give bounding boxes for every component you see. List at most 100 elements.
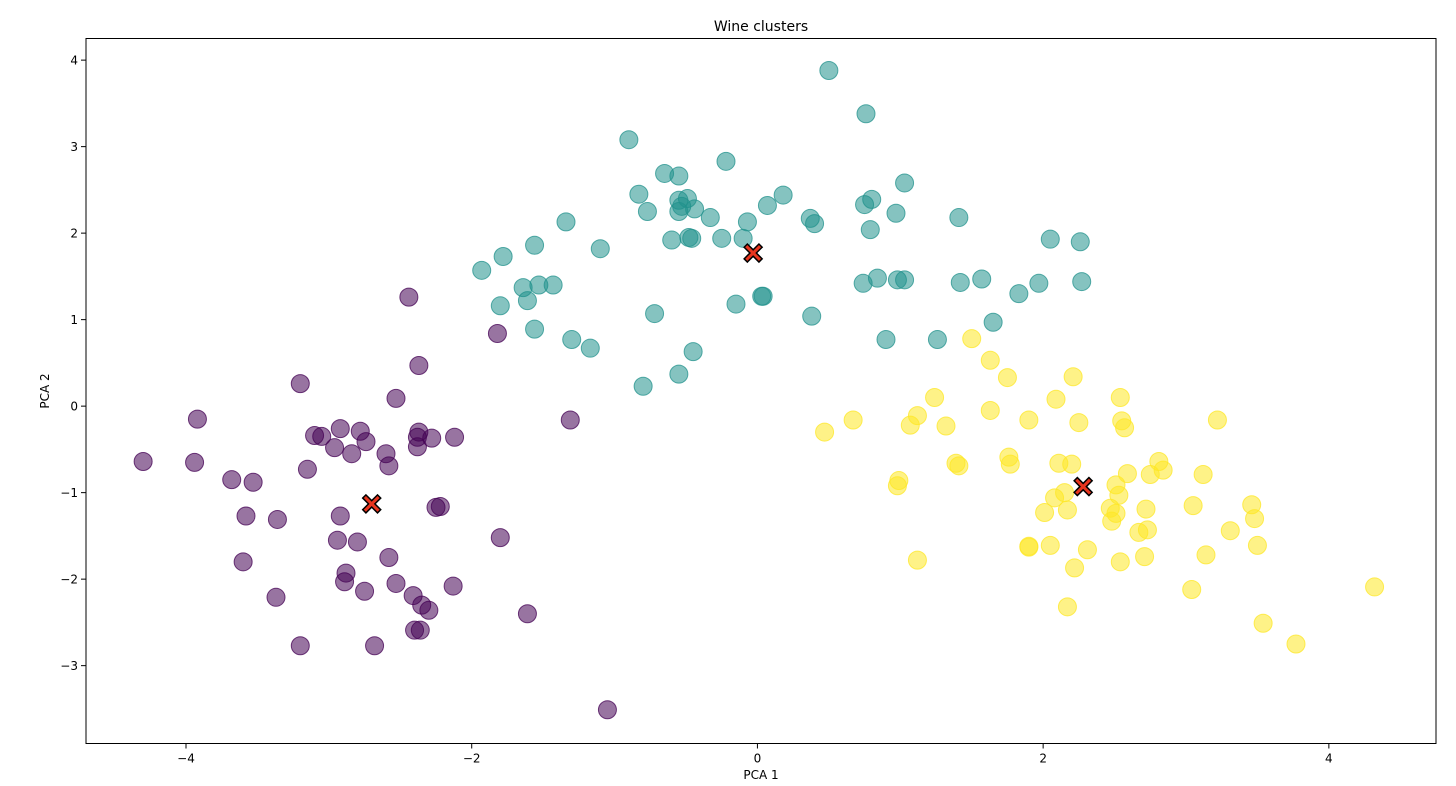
data-point <box>1063 367 1083 387</box>
data-point <box>543 275 563 295</box>
data-point <box>407 437 427 457</box>
data-point <box>233 552 253 572</box>
data-point <box>1109 485 1129 505</box>
y-tick-label: 4 <box>70 54 78 68</box>
data-point <box>843 410 863 430</box>
y-tick-label: 2 <box>70 227 78 241</box>
data-point <box>637 202 657 222</box>
data-point <box>1019 410 1039 430</box>
data-point <box>410 620 430 640</box>
data-point <box>1247 535 1267 555</box>
data-point <box>1245 509 1265 529</box>
data-point <box>1115 418 1135 438</box>
data-point <box>980 400 1000 420</box>
data-point <box>997 368 1017 388</box>
data-point <box>895 173 915 193</box>
data-point <box>619 130 639 150</box>
data-point <box>805 214 825 234</box>
data-point <box>1040 229 1060 249</box>
y-tick-label: 1 <box>70 313 78 327</box>
data-point <box>1110 552 1130 572</box>
data-point <box>1062 454 1082 474</box>
data-point <box>133 452 153 471</box>
data-point <box>493 246 513 266</box>
data-point <box>737 212 757 232</box>
data-point <box>386 573 406 593</box>
data-point <box>950 272 970 292</box>
data-point <box>925 387 945 407</box>
data-point <box>590 239 610 259</box>
data-point <box>1137 520 1157 540</box>
data-point <box>819 61 839 81</box>
data-point <box>325 438 345 458</box>
data-point <box>683 342 703 362</box>
data-point <box>895 270 915 290</box>
data-point <box>949 208 969 228</box>
data-point <box>487 323 507 343</box>
data-point <box>350 421 370 441</box>
data-point <box>1365 577 1385 597</box>
data-point <box>1110 387 1130 407</box>
data-point <box>1117 464 1137 484</box>
data-point <box>1182 580 1202 600</box>
data-point <box>733 228 753 248</box>
data-point <box>1253 613 1273 633</box>
chart-title: Wine clusters <box>714 19 808 35</box>
data-point <box>1183 496 1203 516</box>
data-point <box>419 600 439 620</box>
data-point <box>633 376 653 396</box>
y-tick-label: −3 <box>60 659 78 673</box>
data-point <box>712 228 732 248</box>
data-point <box>560 410 580 430</box>
data-point <box>907 550 927 570</box>
data-point <box>266 587 286 607</box>
data-point <box>236 506 256 526</box>
data-point <box>327 530 347 550</box>
data-point <box>1193 464 1213 484</box>
data-point <box>802 306 822 326</box>
data-point <box>335 572 355 592</box>
data-point <box>886 203 906 223</box>
data-point <box>490 528 510 548</box>
data-point <box>422 428 442 448</box>
x-tick-label: −2 <box>463 752 481 766</box>
data-point <box>1106 503 1126 523</box>
data-point <box>716 151 736 171</box>
data-point <box>1069 413 1089 433</box>
data-point <box>330 419 350 439</box>
x-axis: −4 −2 0 2 4 <box>177 743 1333 766</box>
data-point <box>1055 483 1075 503</box>
data-point <box>312 426 332 446</box>
x-tick-label: 2 <box>1039 752 1047 766</box>
data-point <box>243 472 263 492</box>
data-point <box>1019 536 1039 556</box>
data-point <box>365 636 385 656</box>
data-point <box>409 355 429 375</box>
data-point <box>855 195 875 215</box>
data-point <box>1040 535 1060 555</box>
data-point <box>1057 500 1077 520</box>
data-point <box>700 208 720 228</box>
data-point <box>525 235 545 255</box>
data-point <box>386 388 406 408</box>
data-point <box>949 456 969 476</box>
data-point <box>443 576 463 596</box>
data-point <box>399 287 419 307</box>
data-point <box>726 294 746 314</box>
data-point <box>1046 389 1066 409</box>
data-point <box>1009 284 1029 304</box>
data-point <box>379 548 399 568</box>
y-tick-label: −2 <box>60 573 78 587</box>
data-point <box>1000 454 1020 474</box>
data-point <box>1077 540 1097 560</box>
data-point <box>187 409 207 429</box>
data-point <box>379 456 399 476</box>
data-point <box>757 195 777 215</box>
data-point <box>685 199 705 219</box>
data-point <box>1065 558 1085 578</box>
data-point <box>556 212 576 232</box>
y-axis: −3 −2 −1 0 1 2 3 4 <box>60 54 86 673</box>
y-tick-label: 3 <box>70 140 78 154</box>
data-point <box>662 230 682 250</box>
